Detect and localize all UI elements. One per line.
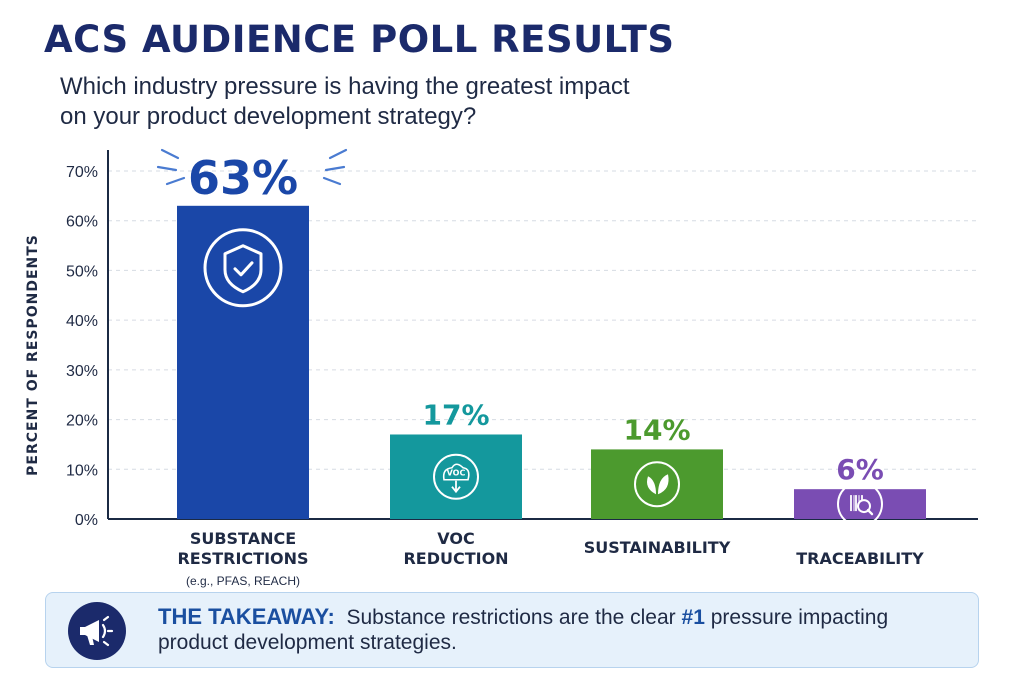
voc-cloud-icon: VOC	[433, 453, 479, 500]
takeaway-text-after: pressure impacting product development s…	[158, 606, 889, 654]
bar-chart: 0% 10% 20% 30% 40% 50% 60% 70% PERCENT OF RESPON…	[25, 148, 978, 588]
data-label: 14%	[623, 413, 690, 446]
chart-title: ACS AUDIENCE POLL RESULTS	[44, 18, 675, 61]
x-tick-label: VOC	[437, 529, 474, 548]
x-tick-label: TRACEABILITY	[796, 549, 924, 568]
y-tick-label: 20%	[66, 413, 98, 430]
chart-subtitle: Which industry pressure is having the gr…	[60, 73, 630, 130]
barcode-magnifier-icon	[837, 481, 883, 528]
megaphone-icon	[68, 602, 126, 660]
category-note: (e.g., PFAS, REACH)	[186, 574, 300, 588]
data-label: 63%	[188, 151, 298, 205]
y-tick-label: 30%	[66, 363, 98, 380]
y-tick-label: 60%	[66, 214, 98, 231]
takeaway-text: THE TAKEAWAY: Substance restrictions are…	[158, 604, 958, 655]
y-tick-label: 50%	[66, 263, 98, 280]
leaf-icon	[634, 461, 680, 508]
takeaway-label: THE TAKEAWAY:	[158, 604, 335, 629]
data-label: 6%	[836, 453, 884, 486]
bar	[390, 434, 522, 519]
x-tick-label: SUSTAINABILITY	[584, 538, 731, 557]
takeaway-highlight: #1	[681, 606, 705, 629]
x-tick-label: SUBSTANCE	[190, 529, 296, 548]
shield-check-icon	[203, 228, 283, 308]
y-tick-label: 10%	[66, 462, 98, 479]
takeaway-box: THE TAKEAWAY: Substance restrictions are…	[45, 592, 979, 668]
svg-text:VOC: VOC	[447, 469, 466, 478]
y-tick-label: 70%	[66, 164, 98, 181]
x-tick-label: REDUCTION	[403, 549, 508, 568]
y-tick-label: 0%	[75, 512, 98, 529]
x-tick-label: RESTRICTIONS	[177, 549, 308, 568]
y-axis-label: PERCENT OF RESPONDENTS	[25, 234, 41, 476]
takeaway-text-before: Substance restrictions are the clear	[346, 606, 676, 629]
y-tick-label: 40%	[66, 313, 98, 330]
bar	[177, 205, 309, 520]
emphasis-burst	[156, 148, 348, 186]
data-label: 17%	[422, 398, 489, 431]
bar	[591, 449, 723, 519]
